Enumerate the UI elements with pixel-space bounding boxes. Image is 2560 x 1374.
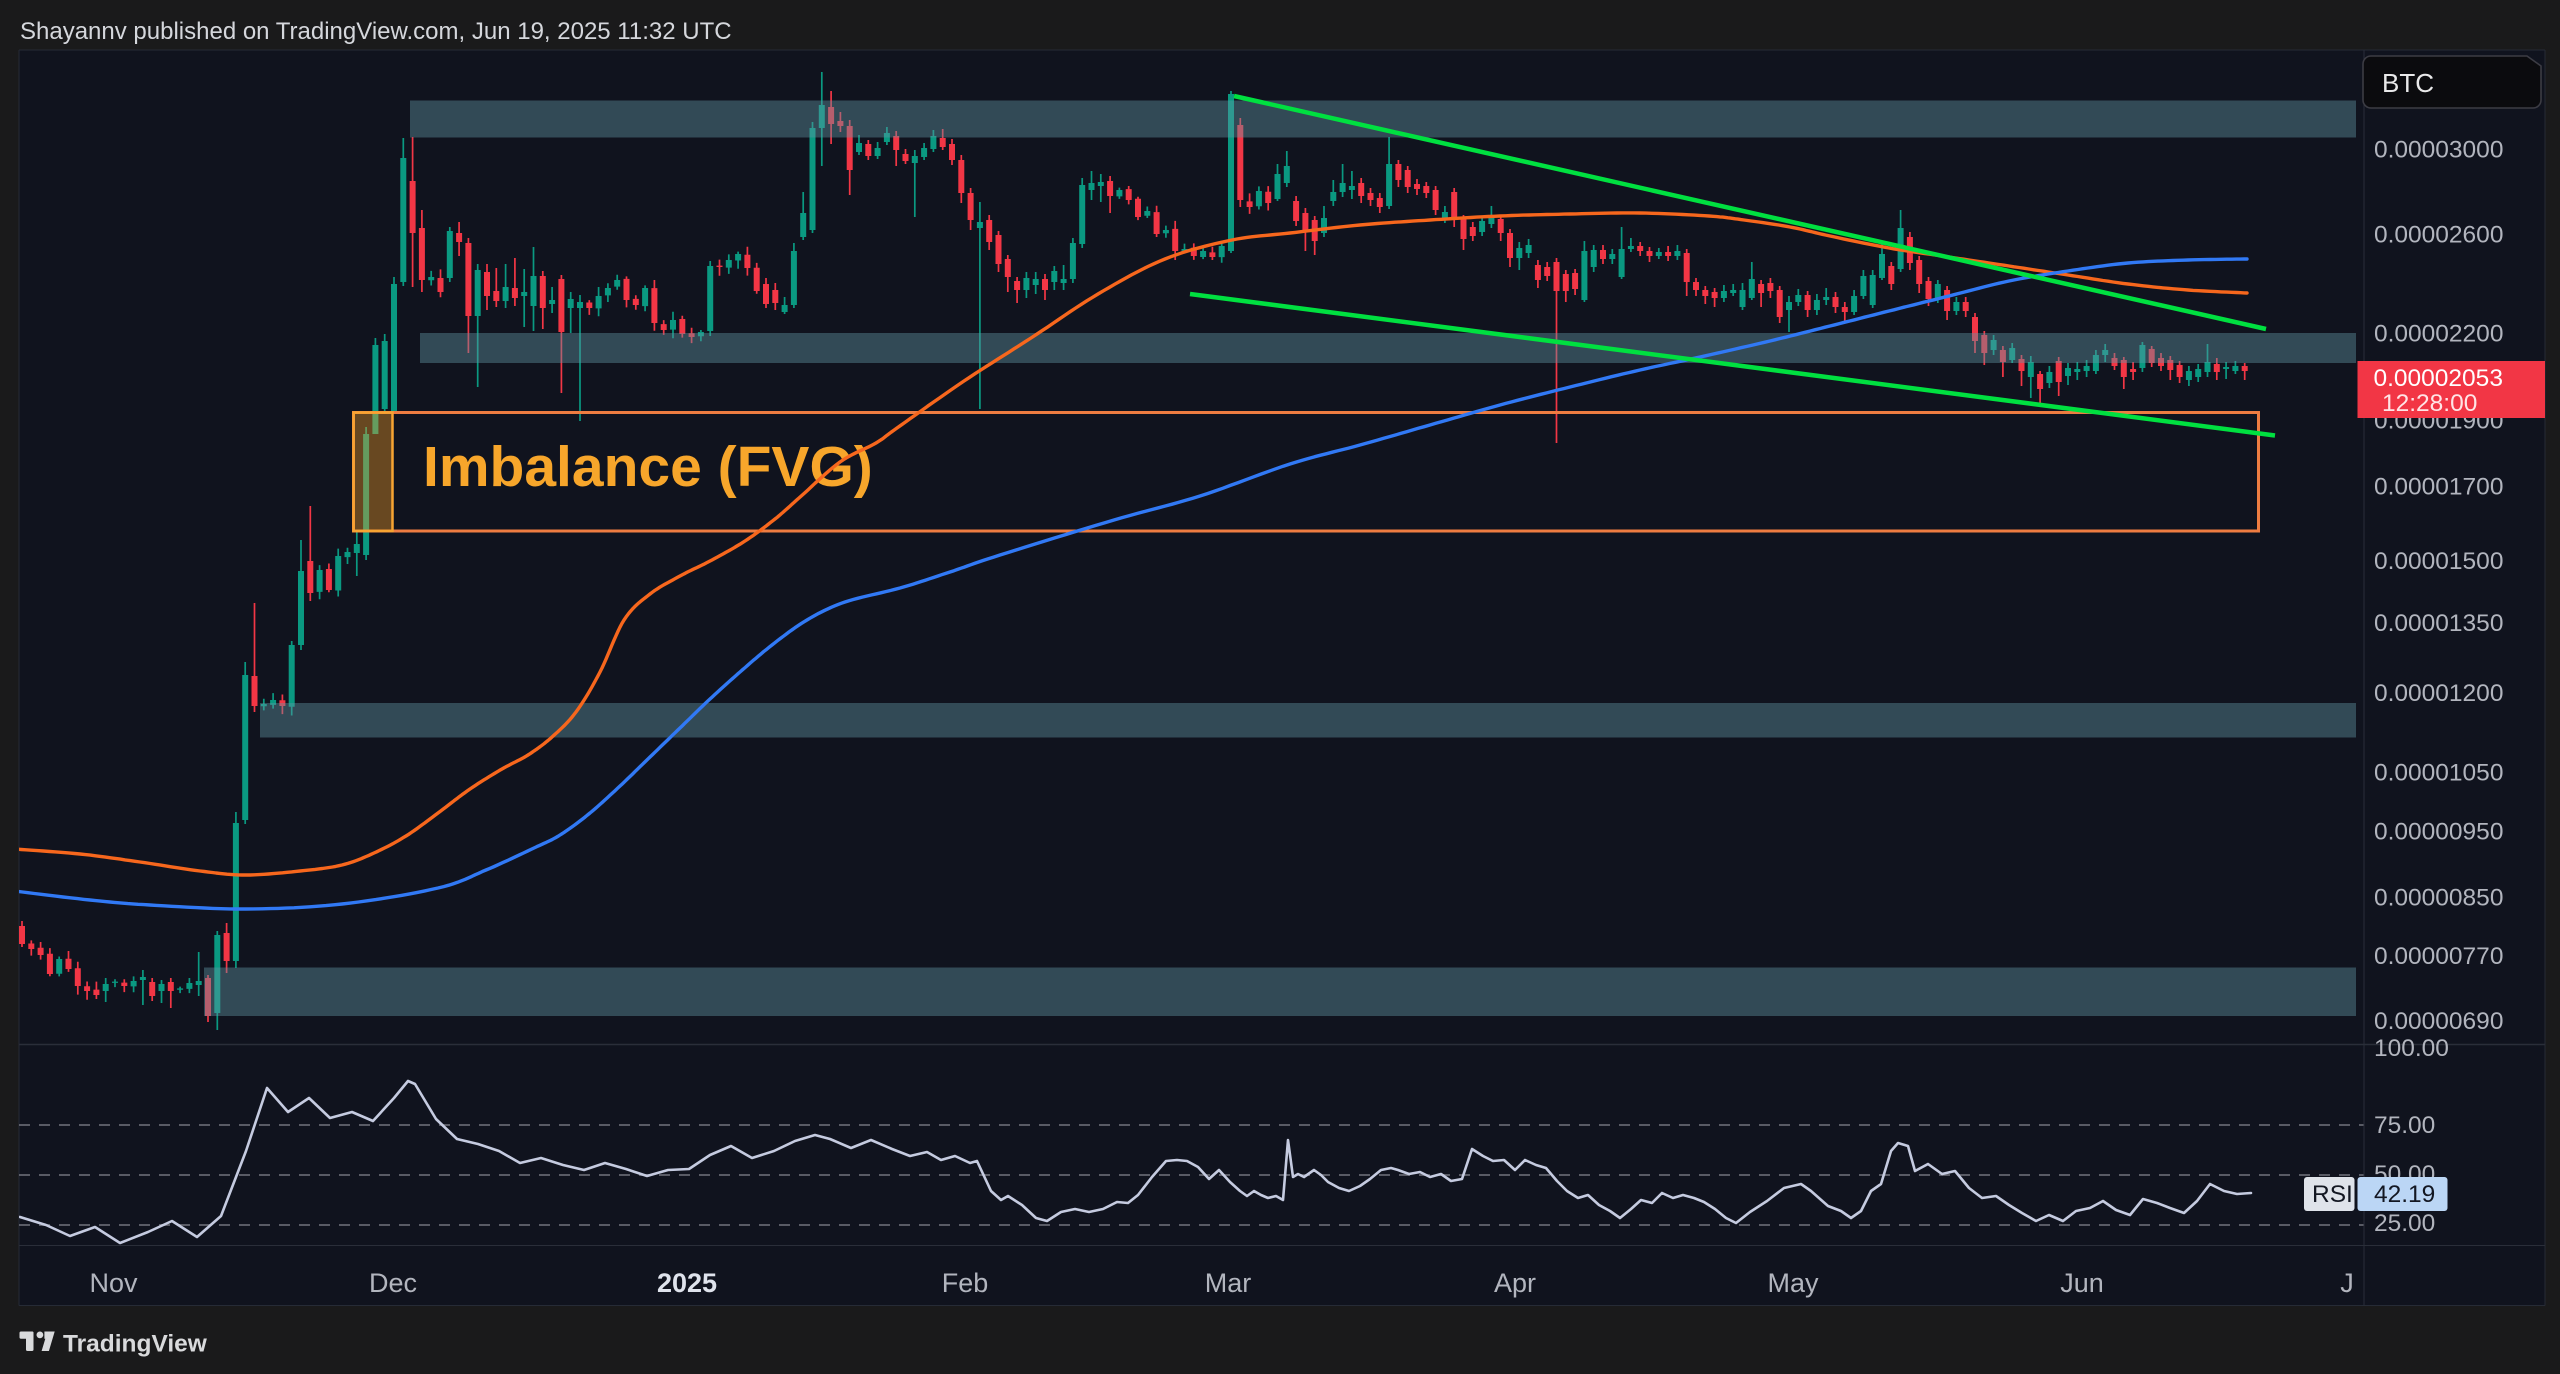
svg-text:Nov: Nov — [89, 1268, 138, 1298]
svg-text:0.00001050: 0.00001050 — [2374, 759, 2503, 786]
svg-text:TradingView: TradingView — [63, 1331, 208, 1358]
svg-text:0.00001350: 0.00001350 — [2374, 610, 2503, 637]
svg-text:2025: 2025 — [657, 1268, 717, 1298]
svg-text:Imbalance (FVG): Imbalance (FVG) — [423, 435, 873, 499]
svg-text:Shayannv published on TradingV: Shayannv published on TradingView.com, J… — [20, 18, 732, 45]
svg-text:0.00000950: 0.00000950 — [2374, 819, 2503, 846]
svg-text:Dec: Dec — [369, 1268, 417, 1298]
svg-text:0.00002053: 0.00002053 — [2374, 365, 2503, 392]
svg-text:0.00000690: 0.00000690 — [2374, 1008, 2503, 1035]
svg-text:0.00002200: 0.00002200 — [2374, 321, 2503, 348]
svg-text:75.00: 75.00 — [2374, 1112, 2435, 1139]
svg-text:0.00002600: 0.00002600 — [2374, 222, 2503, 249]
svg-text:0.00001500: 0.00001500 — [2374, 548, 2503, 575]
svg-text:J: J — [2340, 1268, 2354, 1298]
svg-text:RSI: RSI — [2312, 1181, 2353, 1208]
svg-text:Feb: Feb — [942, 1268, 989, 1298]
svg-text:May: May — [1767, 1268, 1819, 1298]
svg-text:Mar: Mar — [1205, 1268, 1252, 1298]
svg-text:25.00: 25.00 — [2374, 1210, 2435, 1237]
svg-text:0.00000850: 0.00000850 — [2374, 885, 2503, 912]
svg-text:100.00: 100.00 — [2374, 1035, 2449, 1062]
svg-text:42.19: 42.19 — [2374, 1181, 2435, 1208]
svg-text:0.00001200: 0.00001200 — [2374, 680, 2503, 707]
svg-text:BTC: BTC — [2382, 68, 2434, 98]
svg-text:Apr: Apr — [1494, 1268, 1536, 1298]
svg-text:12:28:00: 12:28:00 — [2382, 390, 2477, 417]
svg-text:0.00000770: 0.00000770 — [2374, 943, 2503, 970]
svg-text:0.00001700: 0.00001700 — [2374, 474, 2503, 501]
svg-text:Jun: Jun — [2060, 1268, 2104, 1298]
svg-text:0.00003000: 0.00003000 — [2374, 137, 2503, 164]
